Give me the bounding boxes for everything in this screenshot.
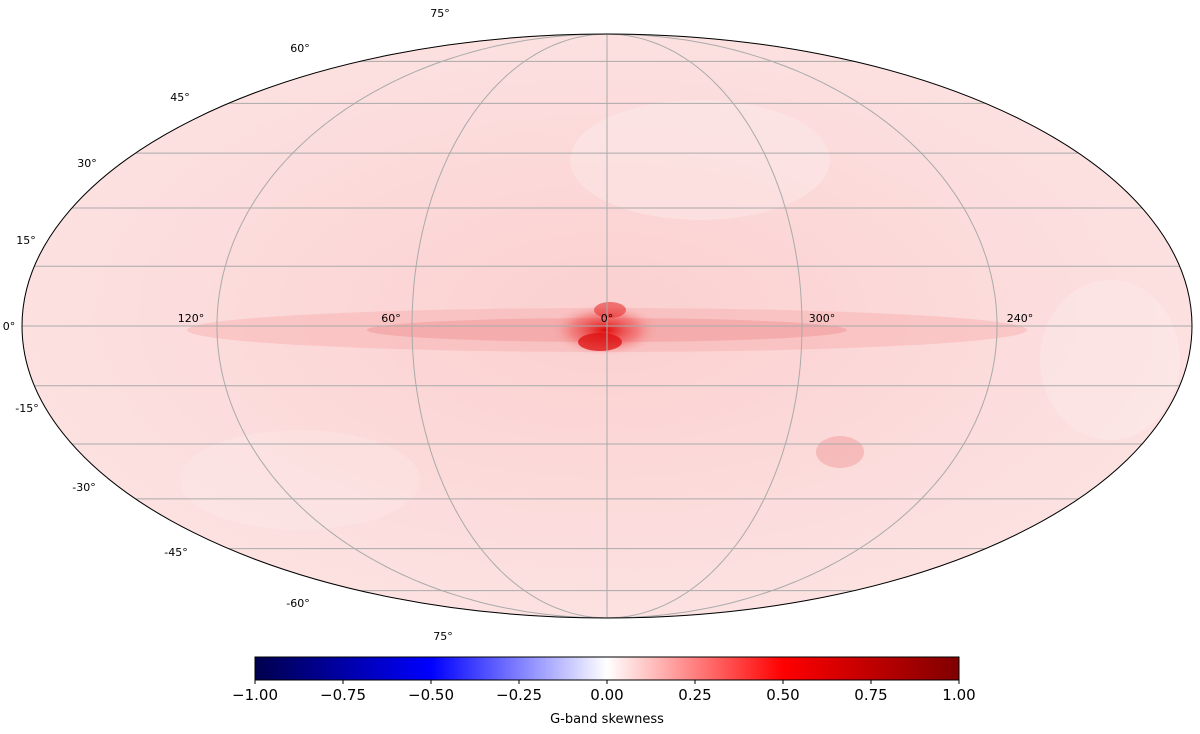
latitude-label-60-south: -60° bbox=[286, 597, 309, 610]
graticule-meridian bbox=[216, 34, 608, 618]
latitude-label-30-south: -30° bbox=[72, 481, 95, 494]
colorbar-tick-label: 0.25 bbox=[678, 686, 711, 704]
graticule-meridian bbox=[606, 34, 998, 618]
latitude-label-75-north: 75° bbox=[430, 7, 450, 20]
skewness-map bbox=[22, 34, 1192, 618]
latitude-label-60-north: 60° bbox=[290, 42, 310, 55]
longitude-label-240: 240° bbox=[1007, 312, 1034, 325]
latitude-label-15-south: -15° bbox=[15, 402, 38, 415]
latitude-label-30-north: 30° bbox=[77, 157, 97, 170]
colorbar-ticks: −1.00 −0.75 −0.50 −0.25 0.00 0.25 0.50 0.75 1.00 bbox=[232, 680, 976, 704]
colorbar-tick-label: −0.25 bbox=[496, 686, 542, 704]
latitude-label-0: 0° bbox=[3, 320, 16, 333]
graticule-meridian bbox=[411, 34, 608, 618]
colorbar-tick-label: 0.50 bbox=[766, 686, 799, 704]
colorbar-tick-label: 0.00 bbox=[590, 686, 623, 704]
latitude-label-45-north: 45° bbox=[170, 91, 190, 104]
longitude-label-120: 120° bbox=[178, 312, 205, 325]
map-outline bbox=[21, 33, 1193, 619]
colorbar-tick-label: −0.75 bbox=[320, 686, 366, 704]
colorbar-tick-label: 0.75 bbox=[854, 686, 887, 704]
colorbar-tick-label: −0.50 bbox=[408, 686, 454, 704]
latitude-label-45-south: -45° bbox=[164, 546, 187, 559]
latitude-label-75-south: 75° bbox=[433, 630, 453, 643]
galactic-center-feature bbox=[550, 304, 660, 356]
colorbar-label: G-band skewness bbox=[550, 712, 664, 727]
graticule-meridian bbox=[606, 34, 803, 618]
colorbar-tick-label: −1.00 bbox=[232, 686, 278, 704]
graticule bbox=[22, 34, 1192, 618]
colorbar bbox=[254, 656, 960, 681]
longitude-label-0: 0° bbox=[601, 312, 614, 325]
diffuse-patch bbox=[816, 436, 864, 468]
colorbar-tick-label: 1.00 bbox=[942, 686, 975, 704]
longitude-label-60: 60° bbox=[381, 312, 401, 325]
longitude-label-300: 300° bbox=[809, 312, 836, 325]
latitude-label-15-north: 15° bbox=[16, 234, 36, 247]
